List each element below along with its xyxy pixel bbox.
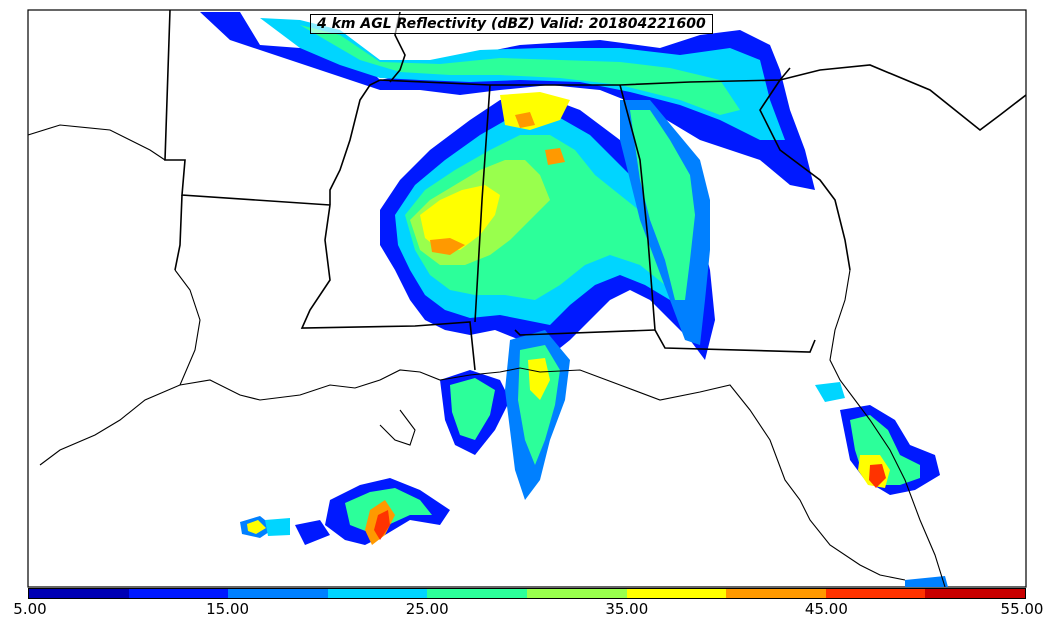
reflectivity-colorbar — [28, 588, 1026, 599]
colorbar-segment — [825, 589, 926, 598]
colorbar-tick-label: 45.00 — [804, 600, 848, 618]
colorbar-segment — [726, 589, 826, 598]
map-title: 4 km AGL Reflectivity (dBZ) Valid: 20180… — [310, 14, 713, 34]
colorbar-segment — [128, 589, 229, 598]
colorbar-segment — [327, 589, 428, 598]
colorbar-segment — [925, 589, 1025, 598]
colorbar-segment — [228, 589, 328, 598]
colorbar-tick-label: 5.00 — [13, 600, 47, 618]
colorbar-tick-label: 35.00 — [605, 600, 649, 618]
colorbar-segment — [626, 589, 727, 598]
colorbar-segment — [29, 589, 129, 598]
colorbar-segment — [427, 589, 527, 598]
borders — [164, 9, 1027, 371]
colorbar-tick-label: 15.00 — [206, 600, 250, 618]
colorbar-tick-label: 25.00 — [405, 600, 449, 618]
colorbar-tick-label: 55.00 — [1000, 600, 1044, 618]
colorbar-segment — [526, 589, 627, 598]
coastline — [27, 124, 946, 588]
reflectivity-layer — [200, 12, 948, 587]
